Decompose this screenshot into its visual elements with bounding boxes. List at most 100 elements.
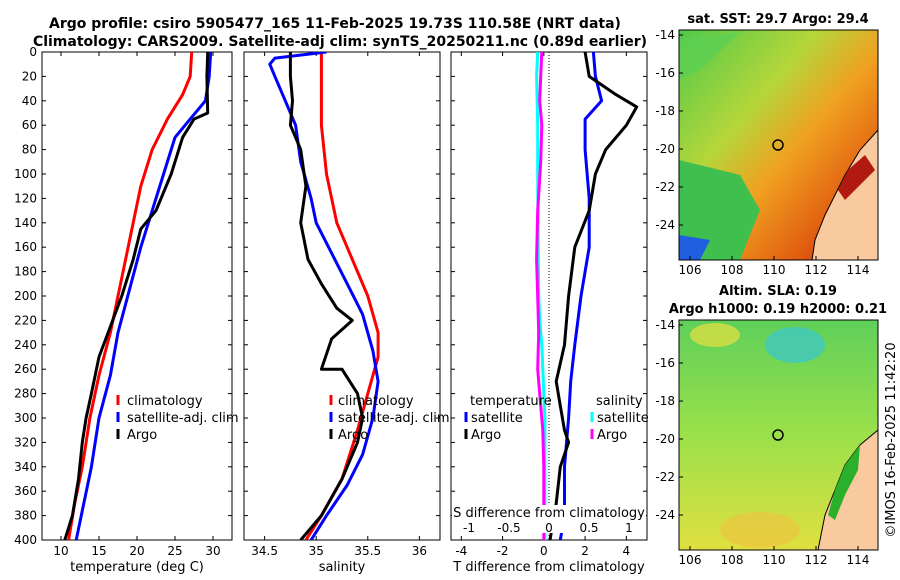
- temperature-axes-box: [41, 51, 233, 541]
- depth-tick-label: 280: [14, 387, 37, 401]
- depth-tick-label: 60: [22, 118, 37, 132]
- difference-salinity-tick-label: -1: [463, 521, 475, 535]
- imos-timestamp: ©IMOS 16-Feb-2025 11:42:20: [884, 342, 899, 537]
- difference-ticks: [451, 51, 647, 541]
- depth-tick-label: 0: [29, 45, 37, 59]
- map-xtick-label: 110: [763, 553, 786, 567]
- difference-xlabel-top: S difference from climatology: [453, 506, 645, 521]
- difference-legend-s-satellite: satellite: [597, 411, 649, 426]
- depth-tick-label: 180: [14, 265, 37, 279]
- difference-legend-t-satellite: satellite: [471, 411, 523, 426]
- depth-tick-label: 260: [14, 362, 37, 376]
- sla-map-panel: Altim. SLA: 0.19 Argo h1000: 0.19 h2000:…: [655, 284, 887, 567]
- salinity-series-satellite-adj-clim: [268, 52, 380, 540]
- sla-coastal-strip: [828, 445, 860, 520]
- temperature-xtick-label: 30: [205, 544, 220, 558]
- difference-legend-s-argo: Argo: [597, 428, 627, 443]
- sla-map-ticks: 106 108 110 112 114 -14 -16 -18 -20 -22 -24: [655, 318, 869, 567]
- sla-patch-low: [690, 323, 740, 347]
- salinity-legend-argo: Argo: [338, 428, 368, 443]
- temperature-series-satellite-adj-clim: [74, 52, 213, 540]
- difference-xtick-label: 0: [540, 544, 548, 558]
- map-xtick-label: 114: [847, 553, 870, 567]
- sla-patch-south: [720, 512, 800, 548]
- map-xtick-label: 106: [679, 553, 702, 567]
- depth-tick-label: 160: [14, 240, 37, 254]
- depth-tick-label: 220: [14, 313, 37, 327]
- sst-patch-cool: [679, 235, 710, 260]
- temperature-xtick-label: 10: [53, 544, 68, 558]
- temperature-legend-argo: Argo: [127, 428, 157, 443]
- temperature-xtick-label: 15: [91, 544, 106, 558]
- depth-tick-label: 40: [22, 94, 37, 108]
- temperature-legend-climatology: climatology: [127, 394, 203, 409]
- depth-tick-label: 20: [22, 69, 37, 83]
- temperature-series-argo: [63, 52, 210, 540]
- sst-map-ticks: 106 108 110 112 114 -14 -16 -18 -20 -22 -24: [655, 28, 869, 277]
- salinity-xticks: 34.5 35 35.5 36: [251, 52, 427, 558]
- map-xtick-label: 112: [805, 263, 828, 277]
- map-xtick-label: 112: [805, 553, 828, 567]
- difference-salinity-tick-label: 0: [545, 521, 553, 535]
- difference-legend-t-argo: Argo: [471, 428, 501, 443]
- depth-tick-label: 400: [14, 533, 37, 547]
- depth-tick-label: 200: [14, 289, 37, 303]
- map-ytick-label: -20: [655, 142, 675, 156]
- difference-xtick-label: -2: [497, 544, 509, 558]
- sla-map-subtitle: Argo h1000: 0.19 h2000: 0.21: [669, 302, 887, 317]
- sla-map-title: Altim. SLA: 0.19: [719, 284, 837, 299]
- salinity-ticks: [244, 51, 440, 541]
- salinity-legend-climatology: climatology: [338, 394, 414, 409]
- difference-salinity-tick-label: 0.5: [579, 521, 598, 535]
- sst-map-title: sat. SST: 29.7 Argo: 29.4: [687, 12, 868, 27]
- difference-series-salinity-argo: [535, 52, 546, 540]
- difference-xlabel: T difference from climatology: [452, 560, 645, 575]
- map-xtick-label: 108: [721, 553, 744, 567]
- map-xtick-label: 114: [847, 263, 870, 277]
- sst-patch-southwest: [679, 160, 760, 260]
- difference-series-temperature-satellite: [558, 52, 604, 540]
- depth-tick-label: 100: [14, 167, 37, 181]
- sst-map-frame: [678, 29, 879, 261]
- temperature-series-climatology: [67, 52, 194, 540]
- map-ytick-label: -14: [655, 318, 675, 332]
- map-xtick-label: 110: [763, 263, 786, 277]
- difference-xtick-label: -4: [455, 544, 467, 558]
- difference-salinity-tick-label: 1: [625, 521, 633, 535]
- depth-tick-label: 80: [22, 143, 37, 157]
- salinity-lines: [268, 52, 380, 540]
- temperature-lines: [63, 52, 213, 540]
- difference-legend-temperature-title: temperature: [470, 394, 552, 409]
- difference-panel: -4 -2 0 2 4 T difference from climatology S …: [450, 51, 649, 575]
- sst-float-marker: [772, 139, 784, 151]
- temperature-legend: climatology satellite-adj. clim Argo: [116, 394, 239, 443]
- salinity-panel: 34.5 35 35.5 36 salinity climatology satell…: [243, 51, 450, 575]
- depth-tick-label: 240: [14, 338, 37, 352]
- map-xtick-label: 106: [679, 263, 702, 277]
- map-ytick-label: -16: [655, 66, 675, 80]
- map-xtick-label: 108: [721, 263, 744, 277]
- depth-tick-label: 300: [14, 411, 37, 425]
- salinity-xtick-label: 36: [412, 544, 427, 558]
- salinity-xtick-label: 35.5: [354, 544, 381, 558]
- depth-tick-label: 340: [14, 460, 37, 474]
- map-ytick-label: -24: [655, 508, 675, 522]
- figure-title-line2: Climatology: CARS2009. Satellite-adj cli…: [33, 34, 647, 50]
- temperature-legend-satellite: satellite-adj. clim: [127, 411, 239, 426]
- sla-patch-high: [765, 327, 825, 363]
- salinity-legend: climatology satellite-adj. clim Argo: [329, 394, 450, 443]
- map-ytick-label: -16: [655, 356, 675, 370]
- salinity-axis-backdrop: [452, 505, 646, 533]
- map-ytick-label: -14: [655, 28, 675, 42]
- salinity-series-argo: [288, 52, 365, 540]
- sst-map-panel: sat. SST: 29.7 Argo: 29.4 106 108 110 112 11…: [655, 12, 879, 277]
- difference-xtick-label: 4: [623, 544, 631, 558]
- temperature-xlabel: temperature (deg C): [70, 560, 204, 575]
- salinity-xtick-label: 35: [309, 544, 324, 558]
- map-ytick-label: -22: [655, 470, 675, 484]
- salinity-legend-satellite: satellite-adj. clim: [338, 411, 450, 426]
- temperature-yticks: 0 20 40 60 80 100 120 140 160 180 200 220 240 260 280 3…: [14, 45, 232, 547]
- salinity-axes-box: [243, 51, 441, 541]
- sst-patch-warm-coast: [838, 155, 875, 200]
- difference-salinity-scale: -1 -0.5 0 0.5 1: [463, 521, 633, 535]
